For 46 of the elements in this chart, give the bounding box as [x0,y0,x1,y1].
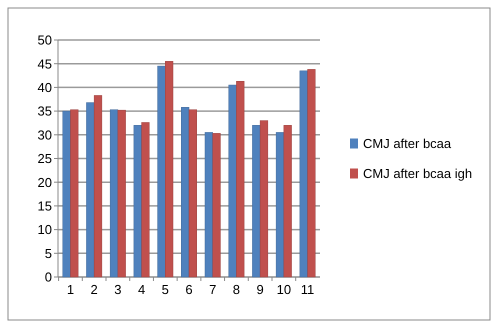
y-tick-label: 40 [38,80,52,95]
x-tick-label: 3 [114,282,122,297]
bar [307,69,316,278]
bar [94,95,102,278]
bar [228,84,237,278]
y-tick-label: 45 [38,56,52,72]
bar [134,125,142,278]
x-tick-label: 1 [66,282,74,297]
y-tick-label: 30 [38,127,52,142]
bar [110,109,118,278]
x-tick-label: 9 [256,282,264,297]
y-tick-label: 10 [38,222,52,238]
x-tick-label: 11 [300,282,314,297]
y-tick-label: 5 [44,246,52,261]
bar [141,122,150,278]
x-tick-label: 5 [162,282,169,297]
x-tick-label: 10 [276,282,292,297]
bar [86,102,94,278]
bar [204,132,213,278]
bar [284,125,292,278]
y-tick-label: 25 [38,151,52,166]
bar [70,109,78,278]
y-tick-label: 35 [38,104,52,119]
x-tick-label: 8 [232,282,240,297]
bar [181,107,190,278]
y-tick-label: 15 [38,198,52,214]
bar [165,61,174,278]
legend-label: CMJ after bcaa [363,136,452,152]
bar [212,133,221,278]
legend-label: CMJ after bcaa igh [363,166,472,182]
x-tick-label: 4 [138,282,146,297]
bar [276,132,284,278]
bar [118,110,126,278]
x-tick-label: 7 [209,282,216,297]
y-tick-label: 20 [38,174,52,190]
bar [260,120,268,278]
y-tick-label: 0 [44,270,52,285]
x-tick-label: 2 [90,282,98,297]
y-tick-label: 50 [38,32,52,48]
bar [188,109,197,278]
bar [300,70,308,278]
bar [157,66,166,278]
bar [62,110,71,278]
bar [252,125,260,278]
x-tick-label: 6 [185,282,193,297]
bar [236,80,244,278]
